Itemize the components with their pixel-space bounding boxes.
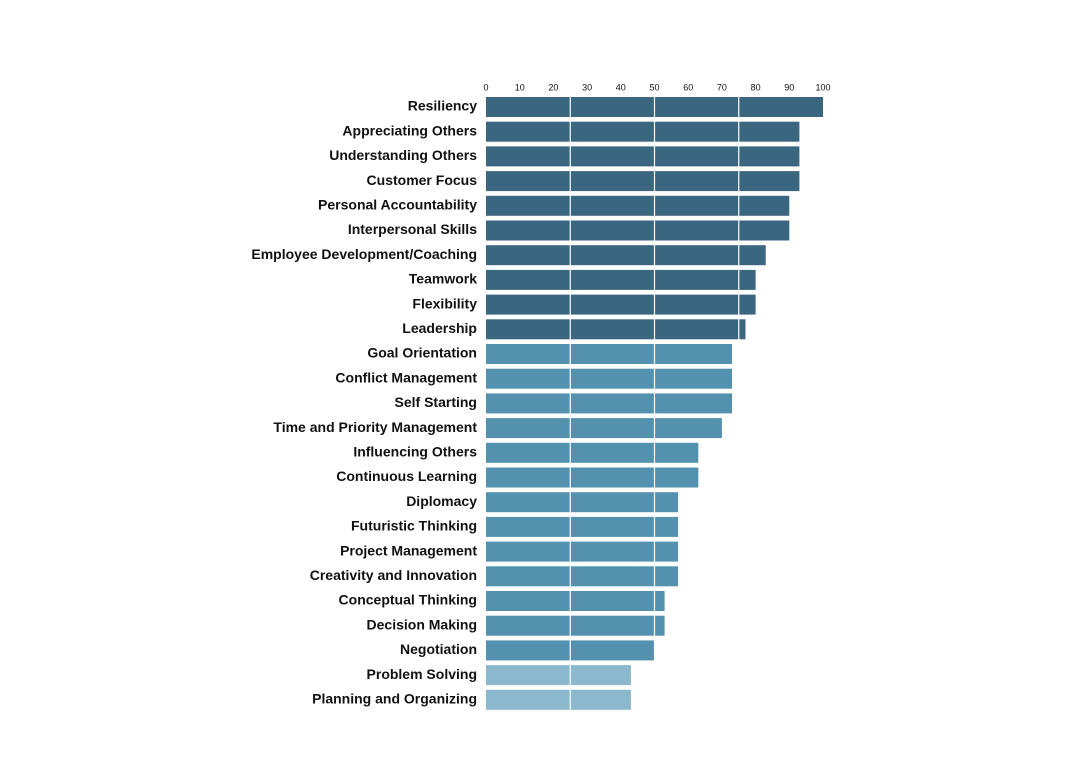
bar — [486, 418, 722, 439]
y-tick-label: Conceptual Thinking — [339, 592, 477, 608]
y-tick-label: Resiliency — [408, 98, 477, 114]
y-tick-label: Negotiation — [400, 641, 477, 657]
bar — [486, 269, 756, 290]
x-tick-label: 70 — [717, 82, 727, 92]
y-tick-label: Decision Making — [367, 616, 477, 632]
bar — [486, 294, 756, 315]
x-tick-label: 60 — [683, 82, 693, 92]
bar — [486, 492, 679, 513]
y-tick-label: Personal Accountability — [318, 197, 477, 213]
y-tick-label: Understanding Others — [329, 147, 477, 163]
y-tick-label: Conflict Management — [335, 369, 477, 385]
bar — [486, 344, 733, 364]
bar — [486, 665, 631, 686]
bar — [486, 368, 733, 389]
x-tick-label: 90 — [784, 82, 794, 92]
y-tick-label: Self Starting — [395, 394, 477, 410]
y-tick-label: Leadership — [402, 320, 477, 336]
bar — [486, 615, 665, 636]
bar — [486, 689, 631, 710]
y-tick-label: Teamwork — [409, 271, 477, 287]
bar — [486, 319, 746, 340]
y-tick-label: Continuous Learning — [336, 468, 477, 484]
x-tick-label: 50 — [649, 82, 659, 92]
bar — [486, 121, 800, 142]
x-tick-label: 100 — [815, 82, 830, 92]
y-tick-label: Influencing Others — [353, 444, 477, 460]
bar — [486, 566, 679, 587]
x-tick-label: 0 — [483, 82, 488, 92]
bar — [486, 541, 679, 562]
bar — [486, 442, 699, 463]
bar — [486, 171, 800, 192]
x-tick-label: 20 — [548, 82, 558, 92]
y-tick-label: Time and Priority Management — [273, 419, 477, 435]
y-tick-label: Interpersonal Skills — [348, 221, 477, 237]
y-tick-label: Employee Development/Coaching — [251, 246, 477, 262]
x-tick-label: 10 — [515, 82, 525, 92]
bar — [486, 245, 766, 266]
bar — [486, 393, 733, 414]
y-tick-label: Planning and Organizing — [312, 691, 477, 707]
bar — [486, 467, 699, 488]
y-tick-label: Customer Focus — [367, 172, 478, 188]
y-tick-label: Project Management — [340, 542, 477, 558]
x-tick-label: 40 — [616, 82, 626, 92]
bar — [486, 146, 800, 167]
y-tick-label: Problem Solving — [367, 666, 477, 682]
x-tick-label: 80 — [751, 82, 761, 92]
y-tick-label: Appreciating Others — [342, 122, 477, 138]
bar — [486, 591, 665, 611]
bar — [486, 516, 679, 537]
x-tick-label: 30 — [582, 82, 592, 92]
y-tick-label: Goal Orientation — [367, 345, 477, 361]
y-tick-label: Flexibility — [412, 295, 477, 311]
bar — [486, 195, 790, 216]
y-tick-label: Creativity and Innovation — [310, 567, 477, 583]
y-tick-label: Diplomacy — [406, 493, 477, 509]
bar — [486, 220, 790, 241]
y-tick-label: Futuristic Thinking — [351, 518, 477, 534]
